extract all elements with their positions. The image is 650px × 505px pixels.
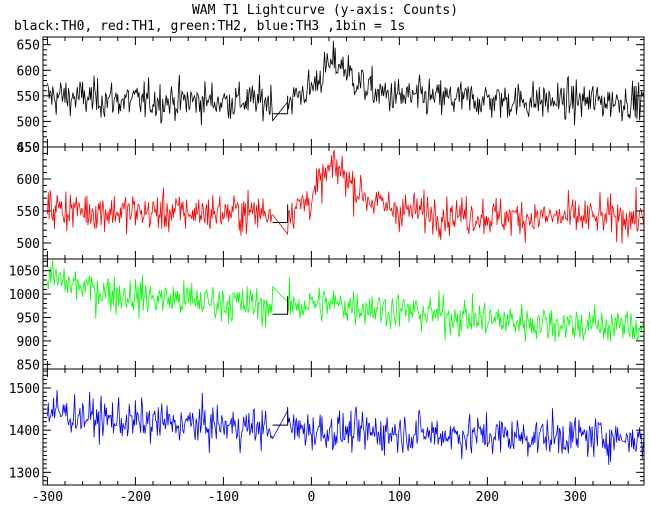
y-tick-label: 1050 (9, 265, 40, 280)
y-tick-label: 450 (17, 141, 40, 156)
x-tick-label: 0 (307, 490, 315, 505)
y-tick-label: 500 (17, 115, 40, 130)
y-tick-label: 1500 (9, 382, 40, 397)
data-gap-marker-2 (272, 296, 289, 315)
data-gap-marker-0 (272, 95, 289, 115)
y-tick-label: 850 (17, 358, 40, 373)
y-tick-label: 1000 (9, 288, 40, 303)
panel-0: 450 500 550 600 650 (17, 36, 645, 156)
panel-2: 850 900 950 1000 1050 (9, 258, 645, 373)
panels: 4505005506006505005506006508509009501000… (9, 36, 645, 505)
series-line-3 (47, 390, 644, 465)
x-tick-label: -300 (32, 490, 63, 505)
figure-title: WAM T1 Lightcurve (y-axis: Counts) (192, 3, 458, 18)
panel-3: 1300 1400 1500 -300 -200 -100 0 100 200 300 (9, 368, 645, 505)
figure-subtitle: black:TH0, red:TH1, green:TH2, blue:TH3 … (14, 19, 405, 34)
y-tick-label: 1300 (9, 466, 40, 481)
panel-1: 500 550 600 650 (17, 141, 645, 260)
x-tick-label: 100 (388, 490, 411, 505)
y-tick-label: 550 (17, 90, 40, 105)
x-tick-label: -200 (120, 490, 151, 505)
y-tick-label: 500 (17, 237, 40, 252)
y-tick-label: 600 (17, 64, 40, 79)
y-tick-label: 650 (17, 141, 40, 156)
y-tick-label: 650 (17, 39, 40, 54)
series-line-2 (47, 260, 644, 343)
x-tick-label: 300 (564, 490, 587, 505)
y-tick-label: 900 (17, 335, 40, 350)
series-line-0 (47, 40, 644, 126)
y-tick-label: 1400 (9, 424, 40, 439)
y-tick-label: 600 (17, 173, 40, 188)
panel-frame-3 (42, 368, 645, 486)
y-tick-label: 550 (17, 205, 40, 220)
y-tick-label: 950 (17, 312, 40, 327)
x-tick-label: 200 (476, 490, 499, 505)
x-tick-label: -100 (208, 490, 239, 505)
data-gap-marker-1 (272, 204, 289, 224)
series-line-1 (47, 149, 644, 244)
data-gap-marker-3 (272, 407, 289, 426)
